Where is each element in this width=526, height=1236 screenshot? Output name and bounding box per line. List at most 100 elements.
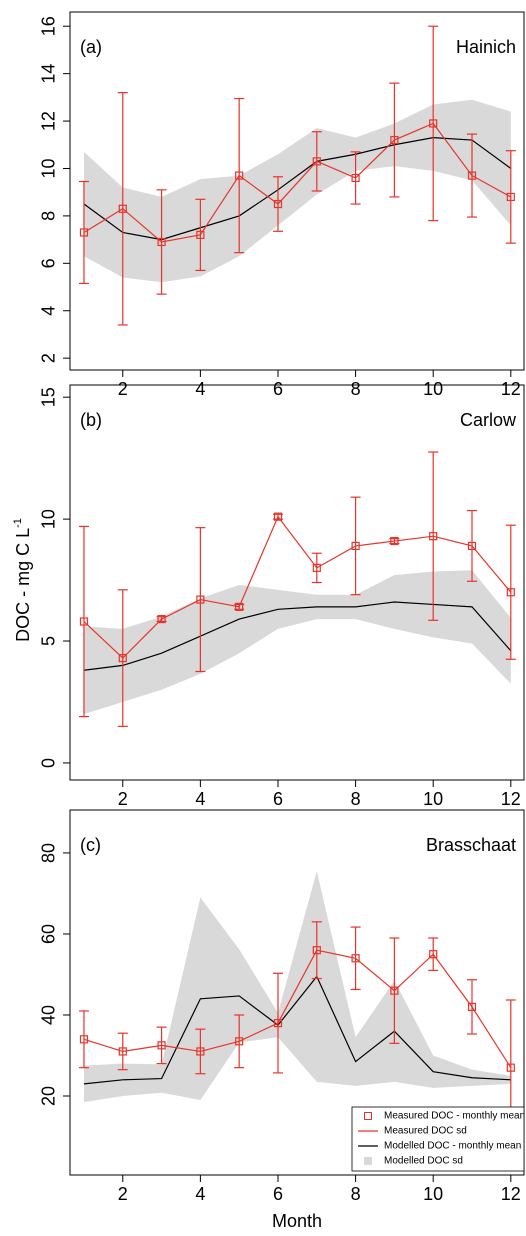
y-tick-label: 10 (39, 158, 59, 178)
marker (273, 512, 283, 521)
y-tick-label: 16 (39, 16, 59, 36)
series-line (83, 137, 512, 241)
marker (196, 595, 205, 604)
x-tick-label: 8 (351, 789, 361, 809)
x-tick-label: 2 (118, 379, 128, 399)
y-tick-label: 6 (39, 258, 59, 268)
x-tick-label: 6 (273, 1184, 283, 1204)
y-tick-label: 8 (39, 211, 59, 221)
plot-area (78, 871, 516, 1136)
marker (429, 532, 438, 541)
y-tick-label: 80 (39, 843, 59, 863)
y-tick-label: 20 (39, 1086, 59, 1106)
y-tick-label: 2 (39, 353, 59, 363)
marker (79, 1035, 89, 1044)
marker (157, 614, 166, 624)
marker (467, 171, 477, 180)
marker (429, 119, 438, 128)
marker (351, 541, 360, 551)
frame (69, 11, 525, 371)
marker (312, 563, 321, 572)
x-tick-label: 4 (195, 1184, 205, 1204)
y-tick-label: 40 (39, 1005, 59, 1025)
y-tick-label: 60 (39, 924, 59, 944)
marker (235, 602, 244, 611)
frame (69, 384, 525, 781)
marker (157, 237, 166, 247)
y-tick-label: 0 (39, 758, 59, 768)
x-axis-label: Month (272, 1211, 322, 1231)
y-tick-label: 12 (39, 111, 59, 131)
marker (79, 228, 89, 237)
panel-title: Carlow (460, 410, 517, 430)
plot-area (78, 451, 516, 727)
legend-swatch (364, 1157, 372, 1165)
legend-box (351, 1106, 525, 1172)
x-tick-label: 12 (501, 379, 521, 399)
sd-band (83, 99, 511, 283)
panel-label: (b) (80, 410, 102, 430)
plot-area (78, 25, 516, 326)
marker (506, 192, 515, 202)
x-tick-label: 4 (195, 789, 205, 809)
series-line (83, 601, 512, 671)
y-tick-label: 5 (39, 636, 59, 646)
marker (118, 653, 127, 663)
legend-marker (364, 1112, 372, 1120)
y-tick-label: 15 (39, 387, 59, 407)
marker (467, 541, 477, 551)
y-label-text: DOC - mg C L (13, 528, 33, 642)
marker (390, 135, 399, 145)
marker (118, 1047, 127, 1056)
x-tick-label: 4 (195, 379, 205, 399)
x-tick-label: 2 (118, 789, 128, 809)
marker (506, 588, 515, 597)
x-tick-label: 10 (423, 789, 443, 809)
y-axis-label: DOC - mg C L-1 (12, 518, 33, 642)
marker (273, 1018, 283, 1028)
x-tick-label: 2 (118, 1184, 128, 1204)
panel-title: Brasschaat (426, 835, 516, 855)
x-tick-label: 12 (501, 789, 521, 809)
marker (390, 536, 399, 546)
marker (506, 1063, 515, 1072)
panel-title: Hainich (456, 37, 516, 57)
panel-label: (c) (80, 835, 101, 855)
marker (196, 230, 205, 239)
marker (429, 950, 438, 959)
marker (235, 171, 244, 180)
frame (69, 809, 525, 1176)
legend-label: Measured DOC - monthly mean (384, 1111, 525, 1122)
panel-label: (a) (80, 37, 102, 57)
y-tick-label: 14 (39, 64, 59, 84)
x-tick-label: 8 (351, 379, 361, 399)
legend-label: Measured DOC sd (384, 1126, 467, 1137)
y-label-superscript: -1 (12, 518, 24, 528)
marker (157, 1041, 166, 1050)
series-line (83, 122, 512, 243)
x-tick-label: 8 (351, 1184, 361, 1204)
marker (390, 986, 399, 995)
x-tick-label: 10 (423, 379, 443, 399)
marker (312, 946, 321, 955)
marker (467, 1002, 477, 1011)
marker (118, 204, 127, 213)
series-line (83, 975, 511, 1085)
x-tick-label: 10 (423, 1184, 443, 1204)
series-line (83, 515, 512, 659)
marker (196, 1047, 205, 1056)
x-tick-label: 6 (273, 379, 283, 399)
x-tick-label: 12 (501, 1184, 521, 1204)
sd-band (83, 570, 511, 715)
y-tick-label: 4 (39, 306, 59, 316)
marker (79, 617, 89, 626)
legend-label: Modelled DOC sd (384, 1156, 463, 1167)
y-tick-label: 10 (39, 509, 59, 529)
marker (312, 157, 321, 166)
x-tick-label: 6 (273, 789, 283, 809)
marker (273, 199, 283, 209)
series-line (83, 949, 512, 1068)
marker (351, 954, 360, 963)
